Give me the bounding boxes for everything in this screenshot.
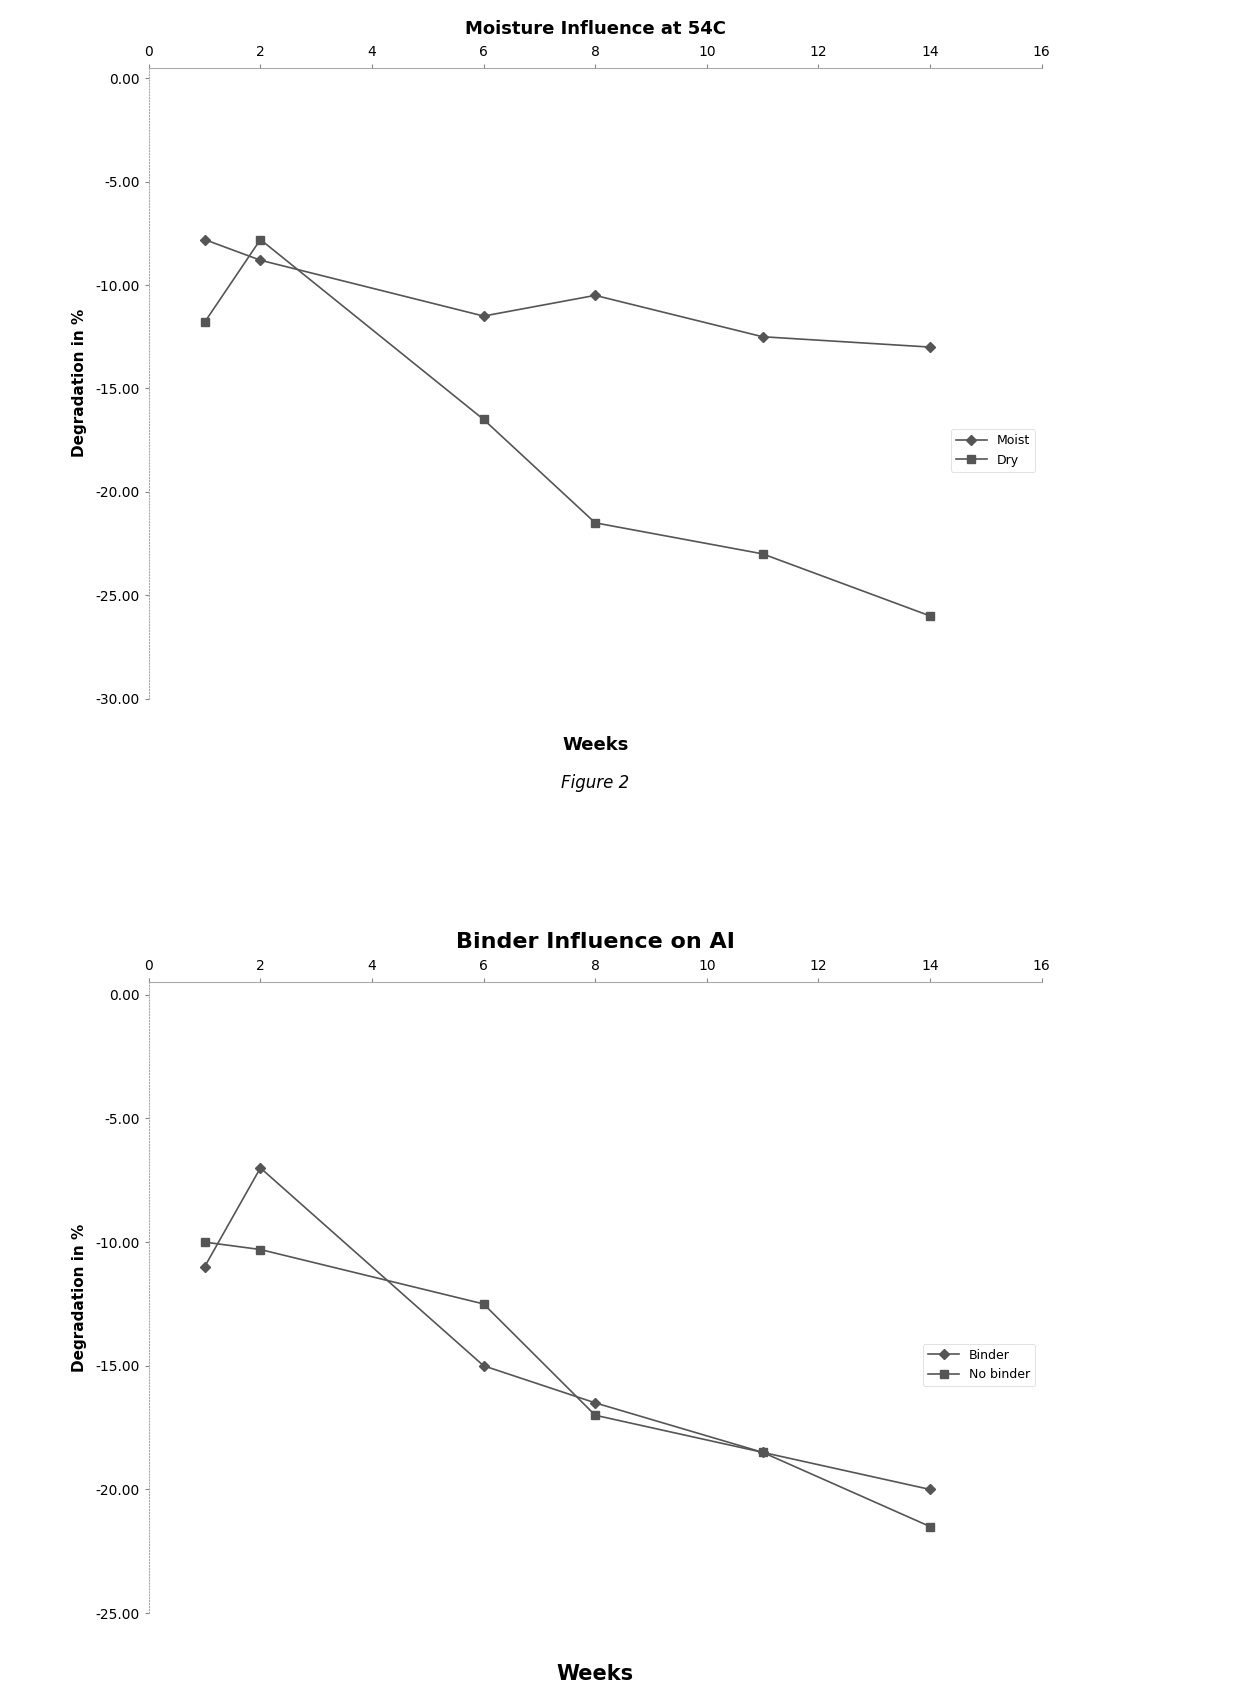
No binder [755, 1442, 770, 1462]
No binder [197, 1233, 212, 1253]
Legend: Binder, No binder: Binder, No binder [923, 1343, 1035, 1386]
Moist [923, 336, 937, 357]
Dry [588, 513, 603, 533]
Line: No binder: No binder [201, 1238, 934, 1530]
Title: Binder Influence on AI: Binder Influence on AI [456, 932, 734, 953]
Line: Moist: Moist [201, 236, 934, 350]
Text: Figure 2: Figure 2 [560, 774, 630, 793]
Dry [476, 409, 491, 430]
No binder [253, 1240, 268, 1260]
No binder [923, 1516, 937, 1537]
Line: Dry: Dry [201, 236, 934, 620]
Binder [253, 1158, 268, 1178]
Binder [197, 1257, 212, 1277]
No binder [476, 1294, 491, 1314]
Moist [253, 250, 268, 270]
Binder [476, 1355, 491, 1375]
Text: Weeks: Weeks [557, 1664, 634, 1683]
Dry [923, 606, 937, 627]
Moist [476, 306, 491, 326]
Dry [755, 543, 770, 564]
Moist [755, 326, 770, 346]
Dry [253, 229, 268, 250]
Binder [588, 1392, 603, 1413]
Legend: Moist, Dry: Moist, Dry [951, 430, 1035, 472]
Moist [197, 229, 212, 250]
Dry [197, 312, 212, 333]
Y-axis label: Degradation in %: Degradation in % [72, 1224, 87, 1372]
Moist [588, 285, 603, 306]
Binder [755, 1442, 770, 1462]
Title: Moisture Influence at 54C: Moisture Influence at 54C [465, 20, 725, 37]
Line: Binder: Binder [201, 1165, 934, 1493]
Y-axis label: Degradation in %: Degradation in % [72, 309, 87, 457]
No binder [588, 1404, 603, 1425]
Binder [923, 1479, 937, 1499]
Text: Weeks: Weeks [562, 737, 629, 754]
